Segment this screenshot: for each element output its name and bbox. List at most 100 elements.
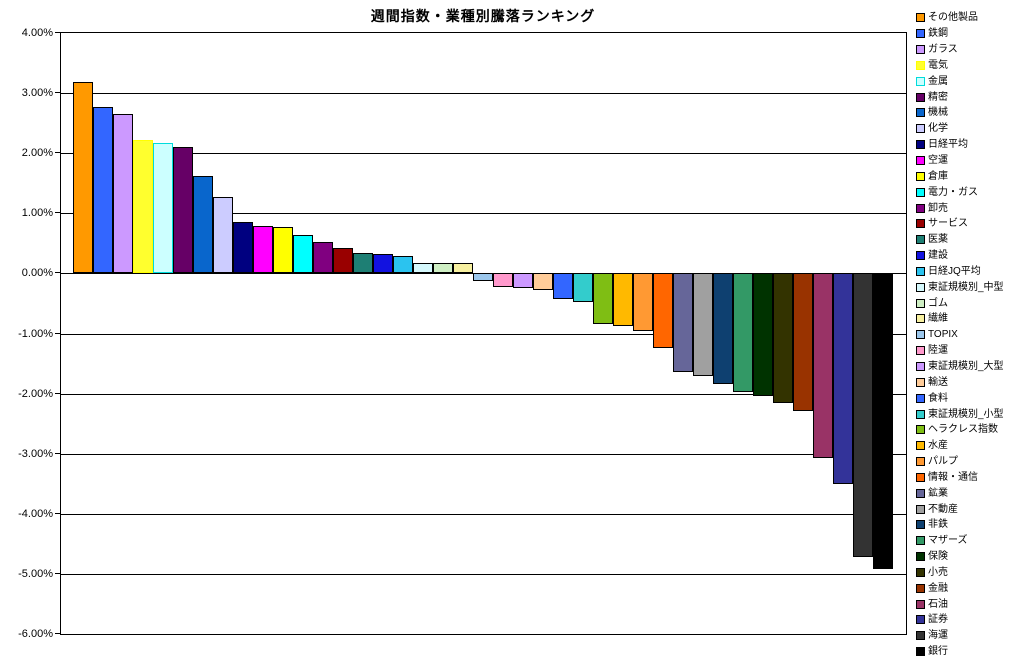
chart-bar [313,242,333,273]
chart-bar [793,273,813,411]
legend-swatch [916,488,925,498]
chart-bar [253,226,273,273]
y-axis-label: -4.00% [18,508,53,520]
legend-item: 東証規模別_中型 [916,279,1014,295]
legend-label: 小売 [928,566,948,578]
chart-bar [233,222,253,273]
gridline [61,93,906,94]
legend-item: 化学 [916,121,1014,137]
legend-swatch [916,282,925,292]
legend-swatch [916,409,925,419]
legend-swatch [916,552,925,562]
legend: その他製品 鉄鋼 ガラス 電気 金属 精密 機械 化学 日経平均 空運 倉庫 電力・ガス 卸売 サービス医… [916,10,1014,660]
legend-label: 情報・通信 [928,471,978,483]
legend-label: ゴム [928,297,948,309]
legend-item: 倉庫 [916,168,1014,184]
legend-label: 輸送 [928,376,948,388]
chart-bar [393,256,413,273]
legend-label: 東証規模別_中型 [928,281,1004,293]
legend-label: 繊維 [928,313,948,325]
legend-item: 鉱業 [916,485,1014,501]
legend-swatch [916,346,925,356]
legend-item: 保険 [916,549,1014,565]
chart-bar [293,235,313,273]
legend-label: 日経JQ平均 [928,265,981,277]
legend-swatch [916,361,925,371]
chart-bar [753,273,773,396]
legend-swatch [916,92,925,102]
legend-item: 東証規模別_小型 [916,406,1014,422]
legend-item: マザーズ [916,533,1014,549]
legend-swatch [916,631,925,641]
chart-bar [413,263,433,273]
legend-item: 金属 [916,73,1014,89]
legend-label: 食料 [928,392,948,404]
legend-swatch [916,583,925,593]
legend-label: 精密 [928,91,948,103]
y-axis-label: -2.00% [18,388,53,400]
chart-bar [73,82,93,273]
legend-label: 空運 [928,155,948,167]
legend-item: 日経平均 [916,137,1014,153]
legend-item: 金融 [916,580,1014,596]
chart-bar [773,273,793,403]
legend-item: 水産 [916,438,1014,454]
gridline [61,334,906,335]
legend-swatch [916,441,925,451]
legend-label: 鉱業 [928,487,948,499]
gridline [61,213,906,214]
legend-label: 石油 [928,598,948,610]
chart-bar [873,273,893,569]
chart-bar [573,273,593,302]
chart-bar [493,273,513,287]
legend-swatch [916,219,925,229]
legend-item: 東証規模別_大型 [916,359,1014,375]
chart-bar [193,176,213,273]
chart-bar [373,254,393,273]
gridline [61,454,906,455]
y-axis-tick [55,152,60,153]
legend-label: 金属 [928,75,948,87]
chart-bar [613,273,633,326]
legend-label: 倉庫 [928,170,948,182]
chart-bar [93,107,113,273]
legend-item: 銀行 [916,644,1014,660]
legend-label: 銀行 [928,646,948,658]
legend-item: 不動産 [916,501,1014,517]
legend-label: パルプ [928,456,958,468]
chart-bar [553,273,573,299]
chart-bar [673,273,693,372]
gridline [61,514,906,515]
chart-bar [333,248,353,273]
legend-item: 建設 [916,248,1014,264]
chart-bar [733,273,753,392]
legend-swatch [916,298,925,308]
legend-label: 陸運 [928,345,948,357]
legend-label: 日経平均 [928,139,968,151]
legend-item: 医薬 [916,232,1014,248]
y-axis-tick [55,393,60,394]
legend-label: ヘラクレス指数 [928,424,998,436]
legend-item: 非鉄 [916,517,1014,533]
y-axis-tick [55,513,60,514]
legend-label: 医薬 [928,234,948,246]
legend-item: 機械 [916,105,1014,121]
chart-bar [433,263,453,273]
legend-label: 海運 [928,630,948,642]
chart-bar [473,273,493,281]
legend-item: 海運 [916,628,1014,644]
legend-item: 電力・ガス [916,184,1014,200]
chart-bar [213,197,233,273]
legend-swatch [916,647,925,657]
chart-bar [853,273,873,557]
y-axis-tick [55,32,60,33]
legend-label: 保険 [928,551,948,563]
y-axis-label: -1.00% [18,328,53,340]
y-axis-label: 3.00% [21,87,53,99]
legend-swatch [916,124,925,134]
legend-item: 卸売 [916,200,1014,216]
chart-bar [273,227,293,273]
legend-swatch [916,615,925,625]
y-axis-label: 0.00% [21,267,53,279]
legend-swatch [916,599,925,609]
